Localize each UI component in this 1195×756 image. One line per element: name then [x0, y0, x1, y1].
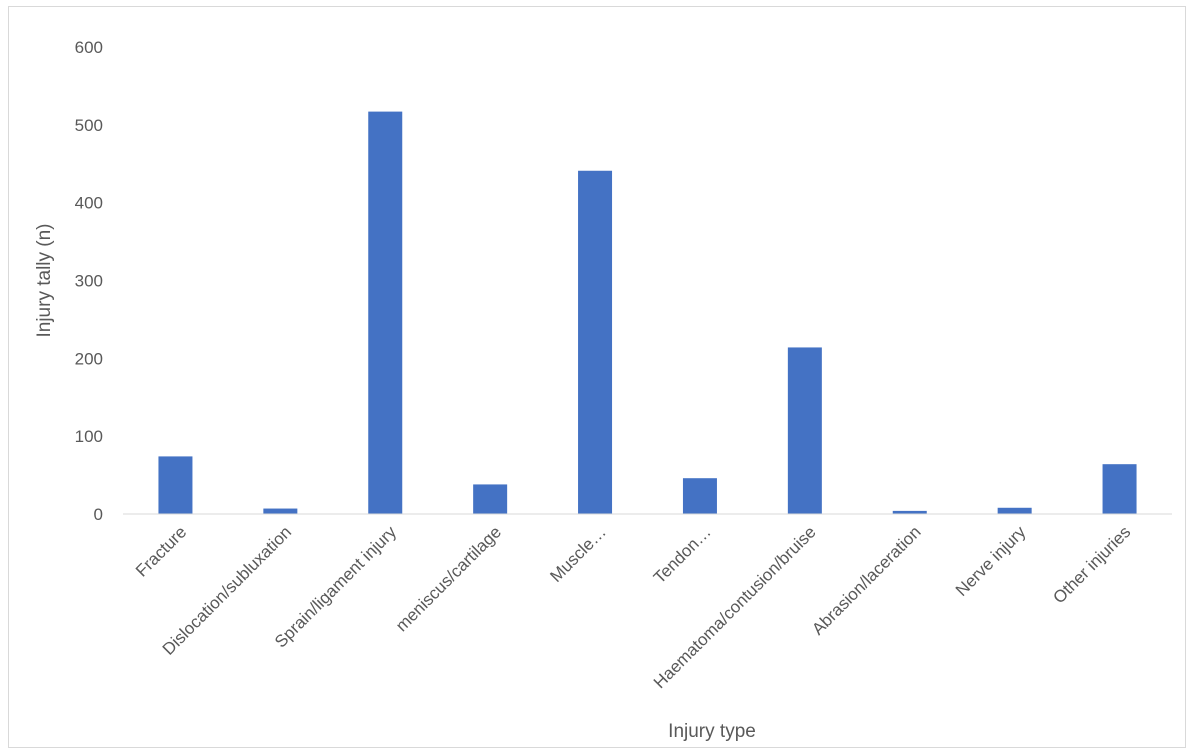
y-tick-label: 200: [75, 349, 103, 368]
y-axis-ticks: 0 100 200 300 400 500 600: [75, 38, 103, 524]
y-tick-label: 300: [75, 272, 103, 291]
y-axis-title: Injury tally (n): [34, 223, 55, 337]
x-tick-label: Muscle…: [546, 522, 610, 586]
x-tick-label: Sprain/ligament injury: [271, 522, 400, 651]
bar: [682, 478, 717, 514]
bar: [263, 508, 298, 514]
y-tick-label: 600: [75, 38, 103, 57]
bar: [787, 347, 822, 514]
y-tick-label: 500: [75, 116, 103, 135]
bar: [158, 456, 193, 514]
bar: [997, 507, 1032, 514]
y-tick-label: 0: [94, 505, 103, 524]
bar: [578, 170, 613, 514]
x-axis-title: Injury type: [668, 721, 756, 742]
bar: [1102, 464, 1137, 514]
bar: [368, 111, 403, 514]
y-tick-label: 400: [75, 194, 103, 213]
x-tick-label: Fracture: [132, 522, 190, 580]
x-tick-label: Tendon…: [650, 522, 715, 587]
x-axis-ticks: FractureDislocation/subluxationSprain/li…: [132, 522, 1134, 692]
x-tick-label: Other injuries: [1049, 522, 1134, 607]
x-tick-label: meniscus/cartilage: [392, 522, 505, 635]
y-tick-label: 100: [75, 427, 103, 446]
bar: [473, 484, 508, 514]
x-tick-label: Nerve injury: [952, 522, 1030, 600]
x-tick-label: Abrasion/laceration: [808, 522, 924, 638]
bars: [158, 111, 1137, 514]
bar: [892, 510, 927, 514]
